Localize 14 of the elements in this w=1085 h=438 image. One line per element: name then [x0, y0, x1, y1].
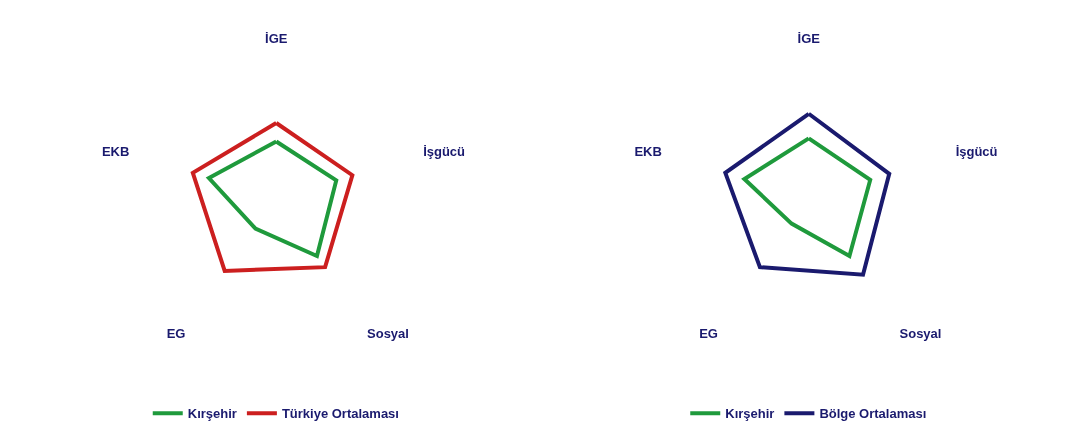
spoke-label: EKB [634, 143, 662, 159]
spoke-label: EG [166, 326, 186, 342]
spoke-label: İGE [797, 30, 821, 46]
legend-label: Kırşehir [187, 406, 237, 422]
spoke-label: EG [699, 326, 718, 342]
spoke-label: İGE [265, 30, 288, 46]
spoke-label: Sosyal [367, 326, 409, 342]
legend-label: Kırşehir [725, 406, 775, 422]
spoke-label: EKB [101, 143, 130, 159]
spoke-label: İşgücü [955, 143, 998, 159]
legend-label: Bölge Ortalaması [819, 406, 927, 422]
legend-label: Türkiye Ortalaması [281, 406, 399, 422]
spoke-label: Sosyal [899, 326, 942, 342]
spoke-label: İşgücü [423, 143, 466, 159]
